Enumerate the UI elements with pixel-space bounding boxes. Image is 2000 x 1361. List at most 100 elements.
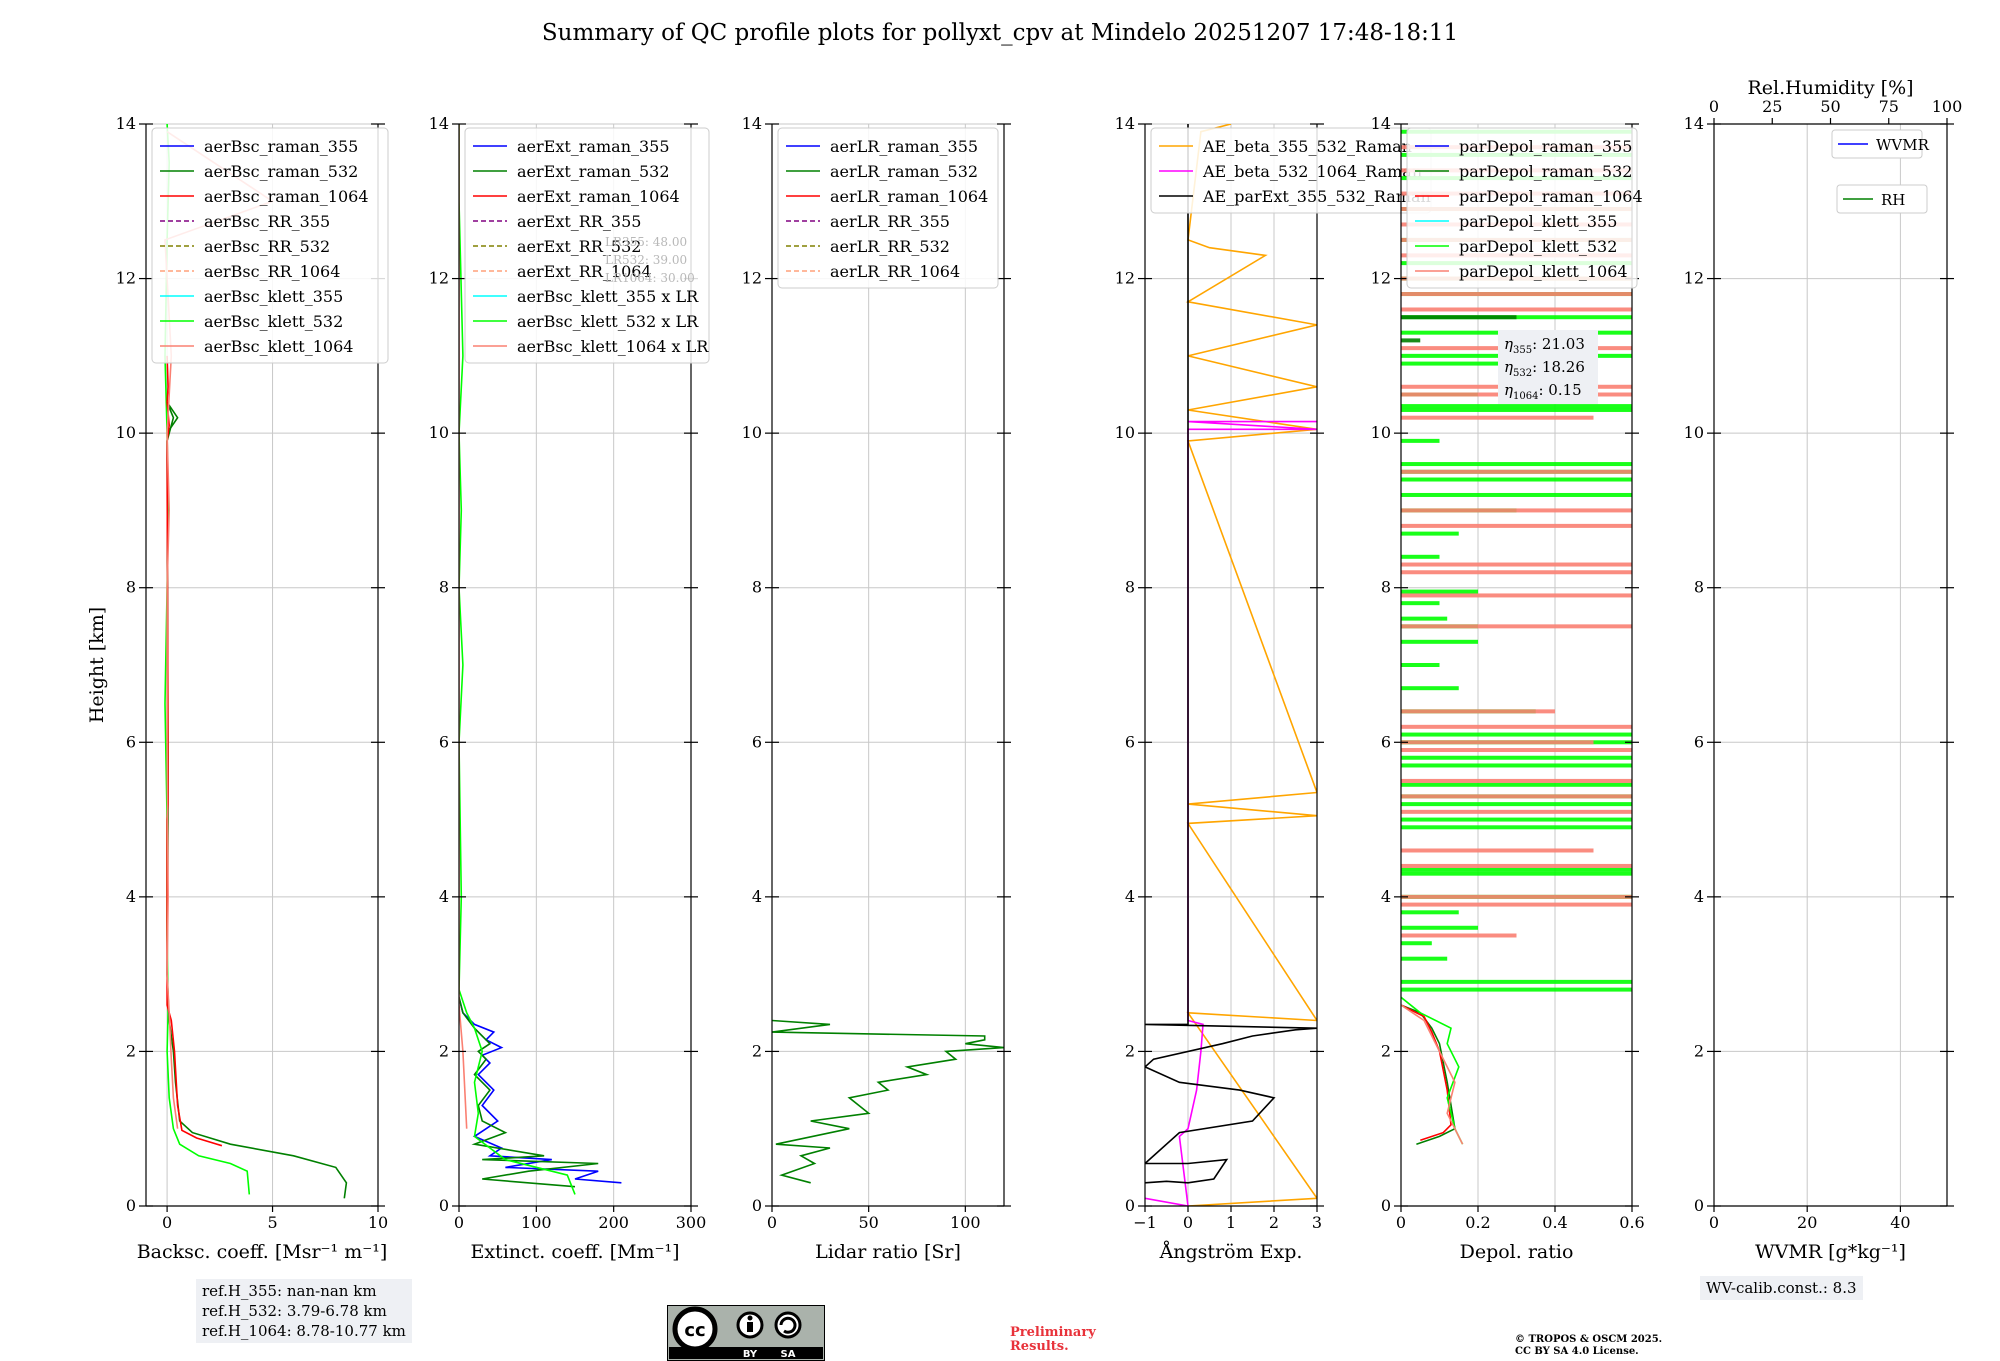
y-tick-label: 10 [1684,423,1704,442]
depol-spike-bar [1401,523,1632,528]
depol-spike-bar [1401,809,1632,814]
y-tick-label: 0 [1694,1196,1704,1215]
depol-spike-bar [1401,782,1632,787]
depol-spike-bar [1401,724,1632,729]
series-line-aerBsc_klett_532 x LR [459,124,576,1195]
depol-spike-bar [1401,933,1517,938]
top-x-tick-label: 0 [1709,97,1719,116]
legend-label: WVMR [1876,136,1930,154]
series-line-parDepol_klett_1064 [1401,1004,1464,1145]
legend-label: aerBsc_RR_1064 [204,262,340,281]
depol-spike-bar [1401,616,1448,621]
depol-spike-bar [1401,315,1517,320]
legend-label: aerBsc_raman_1064 [204,187,369,206]
y-axis-label: Height [km] [86,607,108,723]
legend-box [777,127,999,289]
depol-spike-bar [1401,361,1517,366]
depol-spike-bar [1401,407,1632,412]
depol-spike-bar [1401,794,1632,799]
depol-spike-bar [1401,941,1432,946]
x-tick-label: 0 [454,1213,464,1232]
x-axis-label: WVMR [g*kg⁻¹] [1755,1241,1906,1263]
x-tick-label: 0.6 [1619,1213,1644,1232]
depol-spike-bar [1401,802,1632,807]
y-tick-label: 8 [1694,578,1704,597]
eta-532: η532: 18.26 [1504,358,1585,379]
depol-spike-bar [1401,732,1632,737]
y-tick-label: 4 [439,887,449,906]
depol-spike-bar [1401,562,1632,567]
y-tick-label: 2 [752,1041,762,1060]
y-tick-label: 14 [1115,114,1135,133]
x-tick-label: −1 [1133,1213,1157,1232]
y-tick-label: 2 [439,1041,449,1060]
x-tick-label: 40 [1890,1213,1910,1232]
legend-label: AE_beta_355_532_Raman [1202,137,1412,156]
legend-label: parDepol_klett_1064 [1459,262,1628,281]
y-tick-label: 2 [126,1041,136,1060]
depol-spike-bar [1401,570,1632,575]
y-tick-label: 4 [1125,887,1135,906]
plot-area [1145,124,1317,1206]
top-x-axis-label: Rel.Humidity [%] [1747,77,1913,99]
legend-label: aerExt_RR_532 [517,237,641,256]
depol-spike-bar [1401,902,1632,907]
y-tick-label: 4 [126,887,136,906]
legend-label: aerExt_raman_1064 [517,187,680,206]
legend-label: aerBsc_RR_532 [204,237,330,256]
legend-box [1836,184,1928,214]
cc-sa-label: SA [781,1349,796,1360]
y-tick-label: 8 [1125,578,1135,597]
x-tick-label: 0 [1396,1213,1406,1232]
x-tick-label: 0 [767,1213,777,1232]
legend-label: AE_parExt_355_532_Raman [1202,187,1431,206]
y-tick-label: 10 [429,423,449,442]
y-tick-label: 0 [1381,1196,1391,1215]
depol-spike-bar [1401,601,1440,606]
legend-label: aerBsc_klett_1064 x LR [517,337,709,356]
depol-spike-bar [1401,763,1632,768]
top-x-tick-label: 75 [1879,97,1899,116]
series-line-aerBsc_klett_1064 x LR [459,124,468,1129]
y-tick-label: 10 [116,423,136,442]
depol-spike-bar [1401,740,1594,745]
depol-spike-bar [1401,817,1632,822]
legend-label: aerBsc_klett_355 x LR [517,287,699,306]
svg-text:cc: cc [684,1320,705,1341]
depol-spike-bar [1401,531,1459,536]
x-axis-label: Extinct. coeff. [Mm⁻¹] [470,1241,679,1263]
depol-spike-bar [1401,554,1440,559]
chart-depolarization: 0 2 4 6 8 10 12 14 0 0.2 0.4 0.6 Depol. ratio parDepo… [1371,114,1645,1263]
plot-area [772,1019,1004,1184]
depol-spike-bar [1401,438,1440,443]
legend-label: parDepol_raman_355 [1459,137,1632,156]
wv-calib-box: WV-calib.const.: 8.3 [1700,1276,1863,1300]
copyright-note: © TROPOS & OSCM 2025. CC BY SA 4.0 Licen… [1515,1334,1662,1358]
depol-spike-bar [1401,589,1478,594]
lidar-ratio-note-line: LR1064: 30.00 [605,271,695,285]
y-tick-label: 12 [1371,269,1391,288]
y-tick-label: 8 [1381,578,1391,597]
eta-box-bg [1498,330,1598,404]
legend-label: RH [1881,191,1905,209]
legend-label: aerExt_raman_532 [517,162,670,181]
depol-spike-bar [1401,956,1448,961]
legend-label: aerLR_raman_532 [830,162,978,181]
ref-h-1064: ref.H_1064: 8.78-10.77 km [202,1322,406,1340]
depol-spike-bar [1401,477,1632,482]
y-tick-label: 0 [752,1196,762,1215]
y-tick-label: 6 [752,732,762,751]
cc-icon [672,1306,718,1352]
cc-license-badge: cc BY SA [667,1305,825,1361]
depol-spike-bar [1401,292,1632,297]
x-tick-label: 20 [1797,1213,1817,1232]
x-tick-label: 3 [1312,1213,1322,1232]
depol-spike-bar [1401,307,1632,312]
y-tick-label: 2 [1694,1041,1704,1060]
y-tick-label: 12 [429,269,449,288]
y-tick-label: 4 [752,887,762,906]
y-tick-label: 12 [1115,269,1135,288]
